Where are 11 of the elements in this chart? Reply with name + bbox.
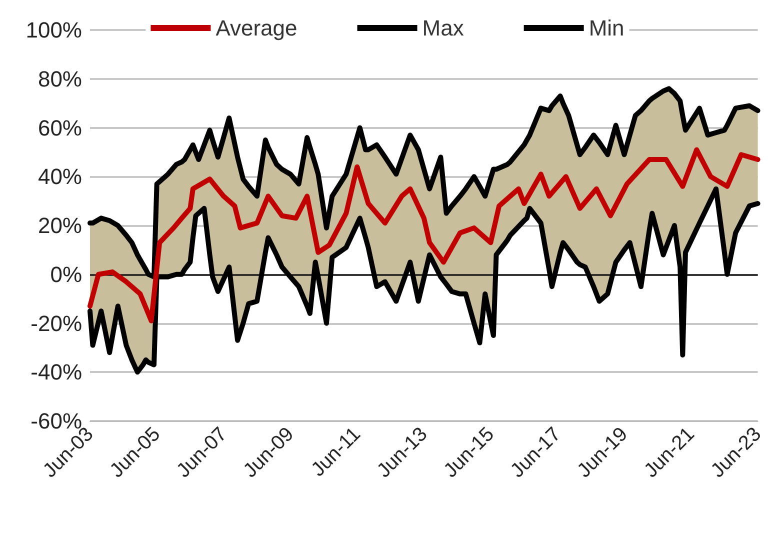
y-tick-label: 80% bbox=[38, 66, 82, 92]
y-tick-label: 60% bbox=[38, 115, 82, 140]
legend-label: Average bbox=[216, 16, 298, 40]
y-tick-label: 20% bbox=[38, 213, 82, 238]
y-tick-label: 100% bbox=[26, 18, 82, 42]
y-tick-label: 0% bbox=[50, 262, 82, 287]
y-tick-label: -40% bbox=[30, 360, 82, 385]
legend-label: Min bbox=[588, 16, 624, 40]
y-tick-label: 40% bbox=[38, 164, 82, 190]
legend-label: Max bbox=[422, 16, 464, 40]
y-tick-label: -20% bbox=[30, 310, 82, 336]
